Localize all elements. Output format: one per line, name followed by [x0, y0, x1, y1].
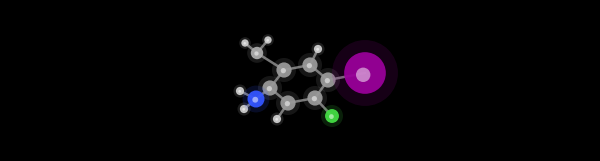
Point: [235, 90, 245, 92]
Point: [310, 97, 320, 99]
Point: [272, 118, 281, 121]
Point: [327, 115, 337, 117]
Point: [279, 69, 289, 71]
Point: [323, 79, 333, 81]
Point: [235, 90, 245, 92]
Point: [283, 102, 292, 105]
Point: [240, 42, 250, 44]
Point: [360, 72, 370, 74]
Point: [252, 52, 262, 54]
Point: [252, 52, 262, 54]
Point: [310, 97, 319, 100]
Point: [358, 74, 368, 76]
Point: [279, 69, 289, 71]
Point: [327, 115, 337, 117]
Point: [278, 69, 288, 72]
Point: [240, 42, 250, 45]
Point: [360, 72, 370, 74]
Point: [251, 98, 261, 100]
Point: [235, 90, 244, 93]
Point: [251, 98, 261, 100]
Point: [239, 108, 248, 111]
Point: [283, 102, 293, 104]
Point: [240, 42, 250, 44]
Point: [305, 64, 315, 66]
Point: [263, 39, 273, 41]
Point: [305, 64, 314, 67]
Point: [251, 52, 261, 55]
Point: [265, 87, 275, 89]
Point: [250, 98, 260, 101]
Point: [265, 87, 274, 90]
Point: [323, 79, 332, 82]
Point: [283, 102, 293, 104]
Point: [239, 108, 249, 110]
Point: [326, 115, 336, 118]
Point: [313, 48, 323, 50]
Point: [313, 48, 323, 50]
Point: [310, 97, 320, 99]
Point: [239, 108, 249, 110]
Point: [263, 39, 272, 42]
Point: [265, 87, 275, 89]
Point: [272, 118, 282, 120]
Point: [323, 79, 333, 81]
Point: [313, 48, 322, 51]
Point: [263, 39, 273, 41]
Point: [305, 64, 315, 66]
Point: [272, 118, 282, 120]
